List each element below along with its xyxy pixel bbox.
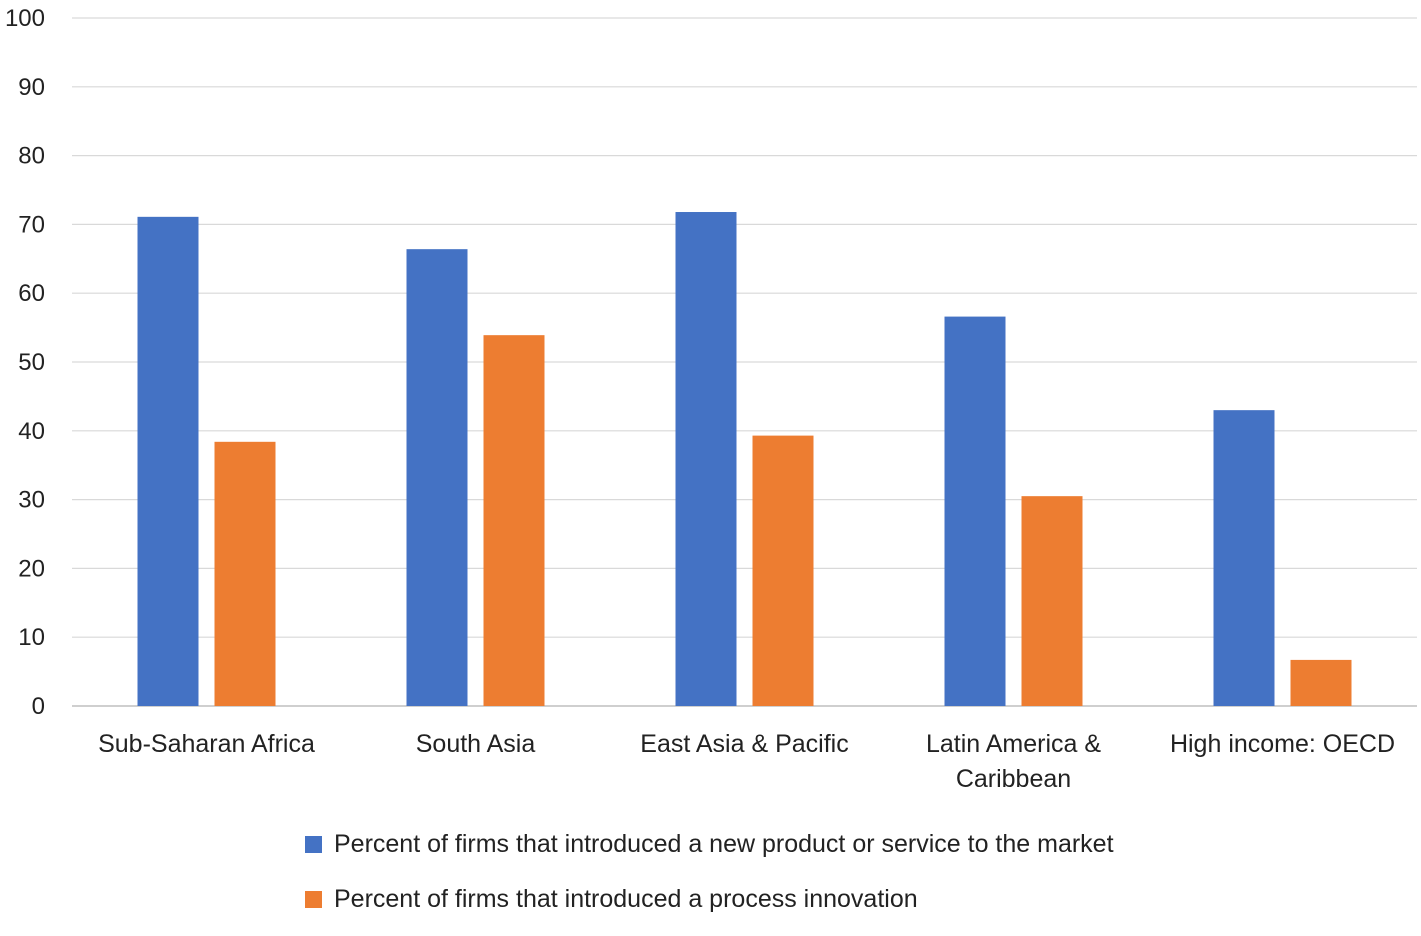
y-tick-label: 10 — [18, 624, 45, 651]
legend-swatch-new-product — [305, 835, 322, 853]
y-tick-label: 80 — [18, 143, 45, 170]
x-category-label: Sub-Saharan Africa — [98, 730, 315, 758]
y-tick-label: 0 — [32, 693, 45, 720]
bar-process-innovation-1 — [483, 335, 545, 706]
legend-item-new-product: Percent of firms that introduced a new p… — [305, 826, 1405, 862]
y-tick-label: 30 — [18, 487, 45, 514]
bar-process-innovation-0 — [214, 441, 276, 706]
bar-new-product-2 — [675, 212, 737, 707]
y-tick-label: 40 — [18, 418, 45, 445]
x-category-label: South Asia — [416, 730, 536, 758]
bar-new-product-1 — [406, 249, 468, 706]
x-axis-category-labels: Sub-Saharan Africa South Asia East Asia & … — [98, 730, 1395, 793]
y-axis-tick-labels: 0 10 20 30 40 50 60 70 80 90 100 — [5, 5, 45, 720]
x-category-label: East Asia & Pacific — [640, 730, 848, 758]
bar-new-product-0 — [137, 216, 199, 706]
legend-swatch-process-innovation — [305, 890, 322, 908]
y-tick-label: 50 — [18, 349, 45, 376]
legend-label-process-innovation: Percent of firms that introduced a proce… — [334, 884, 918, 913]
bar-process-innovation-3 — [1021, 496, 1083, 706]
bar-chart: 0 10 20 30 40 50 60 70 80 90 100 Sub-Saharan Afric… — [5, 5, 1417, 793]
x-category-label: Latin America & Caribbean — [926, 730, 1101, 793]
y-tick-label: 70 — [18, 211, 45, 238]
gridlines — [72, 17, 1417, 707]
y-tick-label: 60 — [18, 280, 45, 307]
bar-process-innovation-2 — [752, 435, 814, 706]
legend-label-new-product: Percent of firms that introduced a new p… — [334, 829, 1114, 858]
x-category-label: High income: OECD — [1170, 730, 1395, 758]
bars — [137, 212, 1352, 707]
bar-new-product-3 — [944, 316, 1006, 706]
y-tick-label: 100 — [5, 5, 45, 32]
bar-new-product-4 — [1213, 410, 1275, 706]
legend: Percent of firms that introduced a new p… — [305, 826, 1405, 936]
y-tick-label: 90 — [18, 74, 45, 101]
y-tick-label: 20 — [18, 555, 45, 582]
bar-process-innovation-4 — [1290, 659, 1352, 706]
legend-item-process-innovation: Percent of firms that introduced a proce… — [305, 881, 1405, 917]
